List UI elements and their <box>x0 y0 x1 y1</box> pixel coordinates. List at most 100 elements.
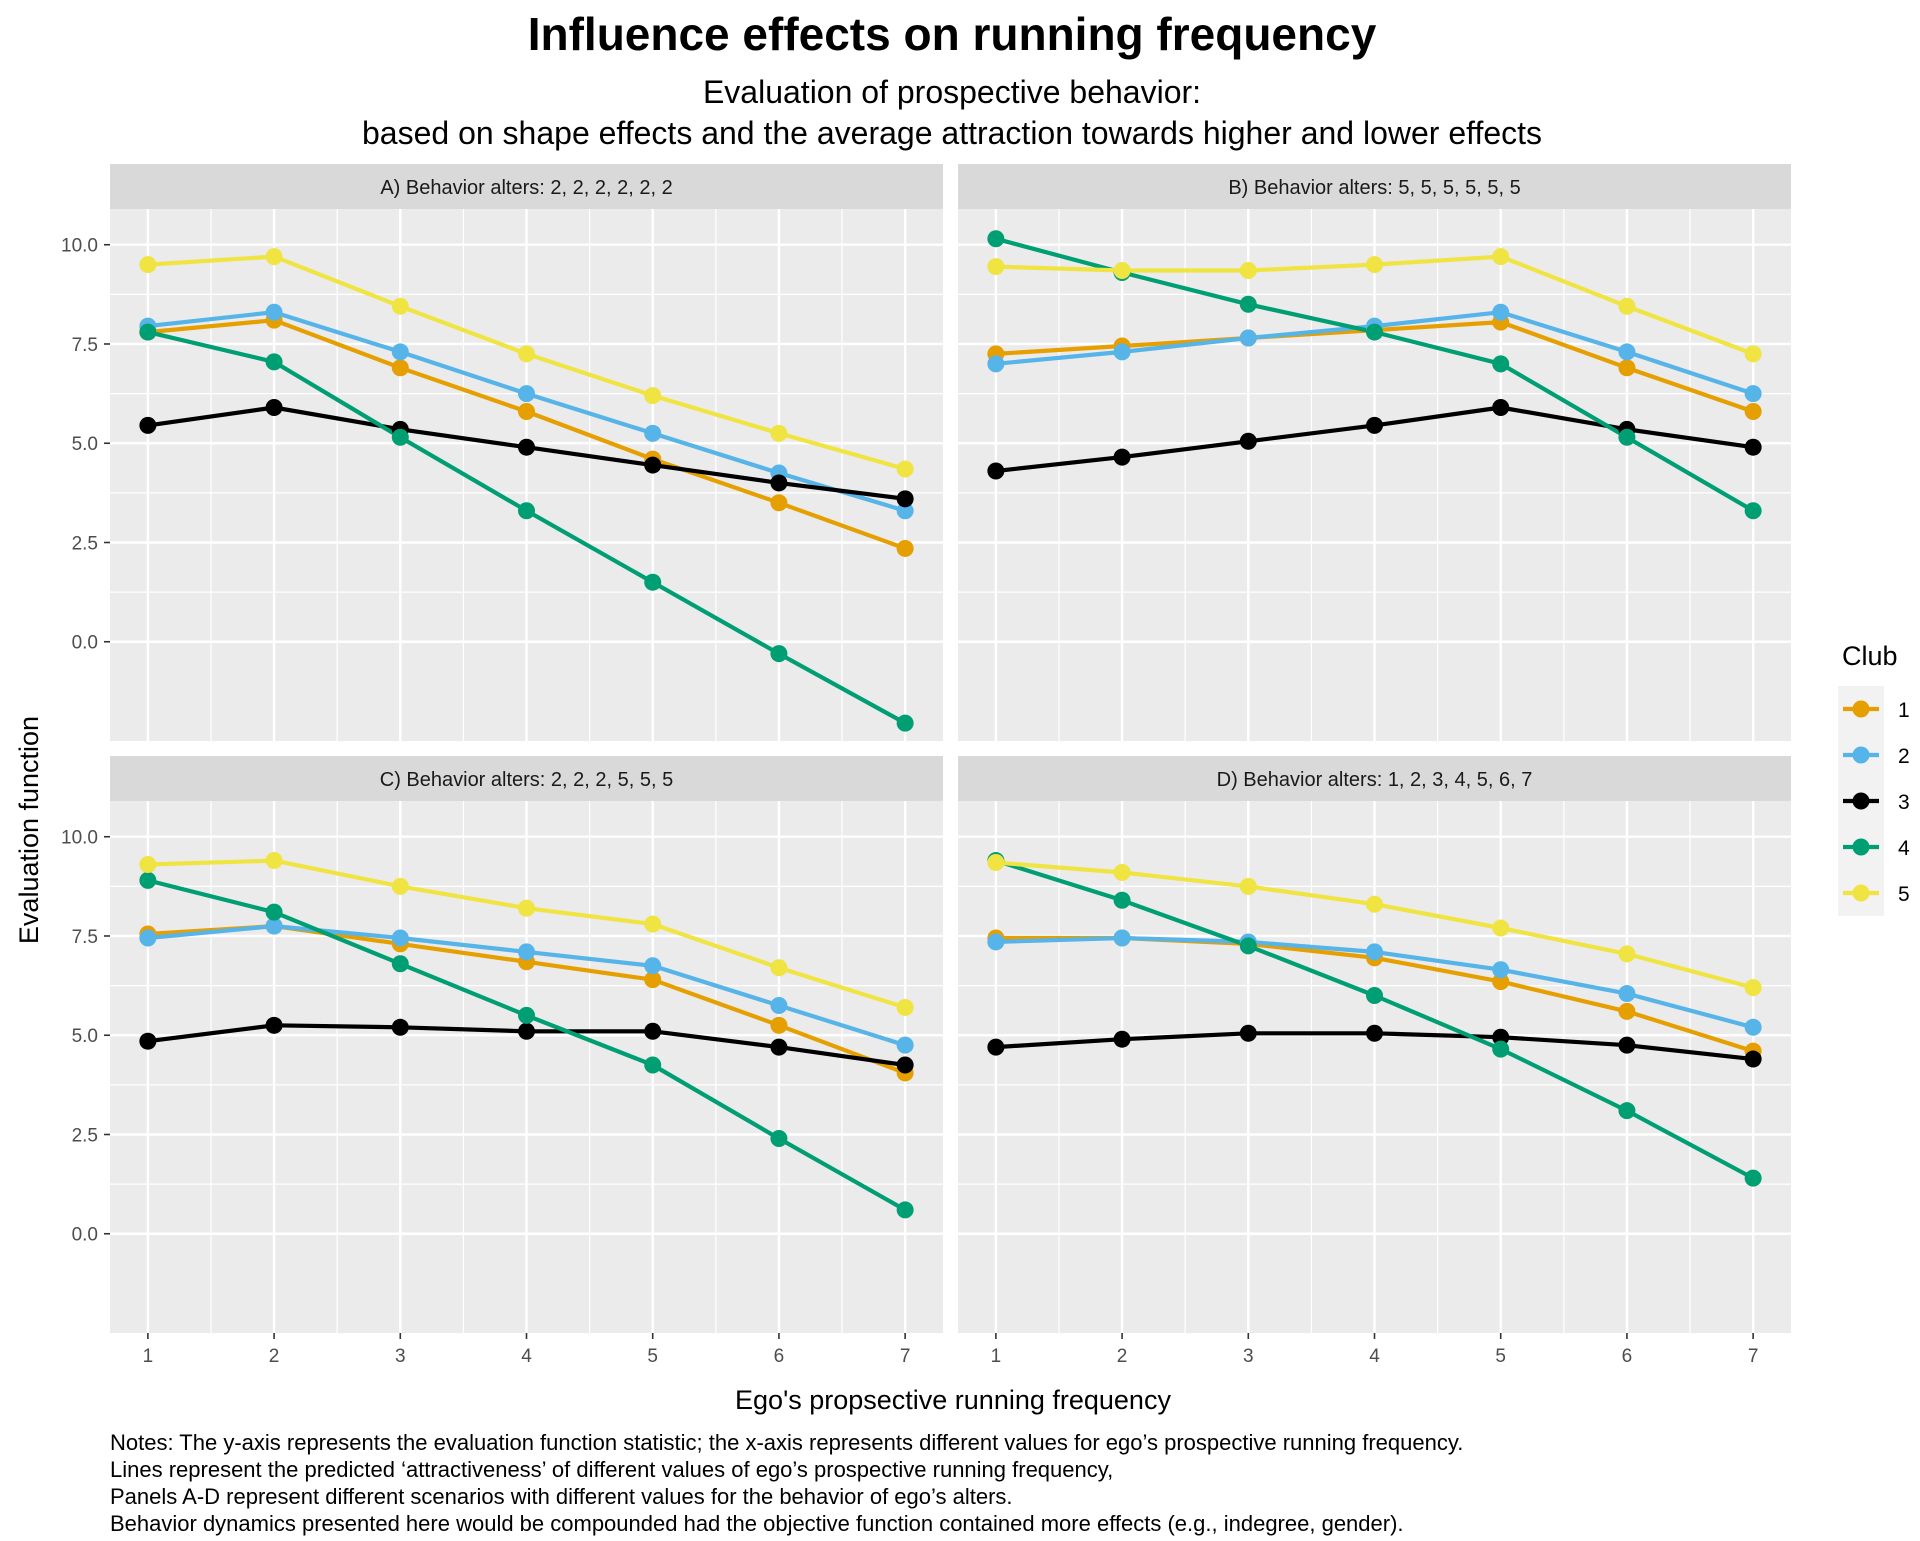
legend-item-club-5: 5 <box>1838 870 1910 916</box>
y-tick-label: 2.5 <box>72 533 98 554</box>
data-point-club-4 <box>1492 1040 1510 1058</box>
x-tick-label: 6 <box>774 1346 785 1367</box>
data-point-club-3 <box>1113 448 1131 466</box>
legend-key-point <box>1852 700 1870 718</box>
data-point-club-2 <box>1113 929 1131 947</box>
data-point-club-5 <box>265 248 283 266</box>
legend-item-club-4: 4 <box>1838 824 1910 870</box>
y-tick-label: 10.0 <box>61 236 98 257</box>
data-point-club-2 <box>391 343 409 361</box>
x-tick-label: 4 <box>521 1346 532 1367</box>
data-point-club-5 <box>1366 895 1383 913</box>
data-point-club-2 <box>896 1036 914 1054</box>
data-point-club-4 <box>987 230 1005 248</box>
data-point-club-4 <box>896 714 914 732</box>
legend-label: 4 <box>1898 837 1910 860</box>
data-point-club-1 <box>770 1016 788 1034</box>
data-point-club-2 <box>1618 343 1636 361</box>
data-point-club-3 <box>987 462 1005 480</box>
data-point-club-3 <box>1366 1024 1383 1042</box>
data-point-club-1 <box>1492 973 1510 991</box>
data-point-club-2 <box>1492 303 1510 321</box>
data-point-club-2 <box>265 303 283 321</box>
data-point-club-4 <box>1744 1169 1762 1187</box>
data-point-club-3 <box>391 1018 409 1036</box>
note-line-2: Lines represent the predicted ‘attractiv… <box>110 1457 1113 1482</box>
legend-label: 1 <box>1898 699 1910 722</box>
data-point-club-3 <box>1492 1028 1510 1046</box>
data-point-club-2 <box>518 943 535 961</box>
data-point-club-5 <box>1492 248 1510 266</box>
x-tick-label: 1 <box>991 1346 1002 1367</box>
data-point-club-4 <box>1113 891 1131 909</box>
data-point-club-2 <box>391 929 409 947</box>
data-point-club-1 <box>391 359 409 377</box>
data-point-club-3 <box>896 1056 914 1074</box>
data-point-club-4 <box>1618 1102 1636 1120</box>
data-point-club-1 <box>518 402 535 420</box>
data-point-club-2 <box>518 385 535 403</box>
data-point-club-4 <box>1366 323 1383 341</box>
data-point-club-3 <box>139 1032 157 1050</box>
chart-subtitle-line-1: Evaluation of prospective behavior: <box>703 74 1201 110</box>
data-point-club-4 <box>1744 502 1762 520</box>
data-point-club-5 <box>770 959 788 977</box>
y-tick-label: 7.5 <box>72 335 98 356</box>
data-point-club-3 <box>987 1038 1005 1056</box>
x-tick-label: 2 <box>1117 1346 1128 1367</box>
panel-strip <box>110 756 943 801</box>
data-point-club-3 <box>518 1022 535 1040</box>
panel-strip <box>110 164 943 209</box>
x-tick-label: 3 <box>395 1346 406 1367</box>
y-tick-label: 5.0 <box>72 1026 98 1047</box>
data-point-club-4 <box>265 903 283 921</box>
data-point-club-5 <box>139 256 157 274</box>
data-point-club-5 <box>896 460 914 478</box>
panel-b: B) Behavior alters: 5, 5, 5, 5, 5, 5 <box>958 164 1791 741</box>
data-point-club-5 <box>1744 979 1762 997</box>
data-point-club-5 <box>644 915 662 933</box>
y-tick-label: 0.0 <box>72 1225 98 1246</box>
data-point-club-3 <box>1744 438 1762 456</box>
data-point-club-2 <box>1492 961 1510 979</box>
data-point-club-4 <box>770 645 788 663</box>
data-point-club-3 <box>896 490 914 508</box>
data-point-club-4 <box>391 428 409 446</box>
legend-title: Club <box>1842 641 1898 671</box>
data-point-club-5 <box>1239 262 1257 280</box>
data-point-club-4 <box>1239 937 1257 955</box>
legend-label: 2 <box>1898 745 1910 768</box>
data-point-club-3 <box>1113 1030 1131 1048</box>
data-point-club-3 <box>1744 1050 1762 1068</box>
legend-item-club-3: 3 <box>1838 778 1910 824</box>
data-point-club-2 <box>644 957 662 975</box>
data-point-club-2 <box>770 996 788 1014</box>
data-point-club-4 <box>1492 355 1510 373</box>
y-tick-label: 10.0 <box>61 828 98 849</box>
data-point-club-4 <box>139 871 157 889</box>
data-point-club-2 <box>1113 343 1131 361</box>
legend-key-point <box>1852 792 1870 810</box>
data-point-club-5 <box>1366 256 1383 274</box>
data-point-club-3 <box>139 416 157 434</box>
data-point-club-4 <box>644 1056 662 1074</box>
data-point-club-4 <box>518 502 535 520</box>
panel-strip <box>958 164 1791 209</box>
panel-strip <box>958 756 1791 801</box>
legend-label: 3 <box>1898 791 1910 814</box>
x-tick-label: 5 <box>647 1346 658 1367</box>
data-point-club-5 <box>391 877 409 895</box>
panel-strip-label: C) Behavior alters: 2, 2, 2, 5, 5, 5 <box>380 769 673 791</box>
data-point-club-4 <box>139 323 157 341</box>
x-tick-label: 6 <box>1622 1346 1633 1367</box>
data-point-club-4 <box>644 573 662 591</box>
legend-label: 5 <box>1898 883 1910 906</box>
data-point-club-3 <box>1239 432 1257 450</box>
panel-strip-label: B) Behavior alters: 5, 5, 5, 5, 5, 5 <box>1228 177 1520 199</box>
data-point-club-4 <box>265 353 283 371</box>
data-point-club-5 <box>1113 262 1131 280</box>
data-point-club-5 <box>139 856 157 874</box>
data-point-club-2 <box>1618 985 1636 1003</box>
